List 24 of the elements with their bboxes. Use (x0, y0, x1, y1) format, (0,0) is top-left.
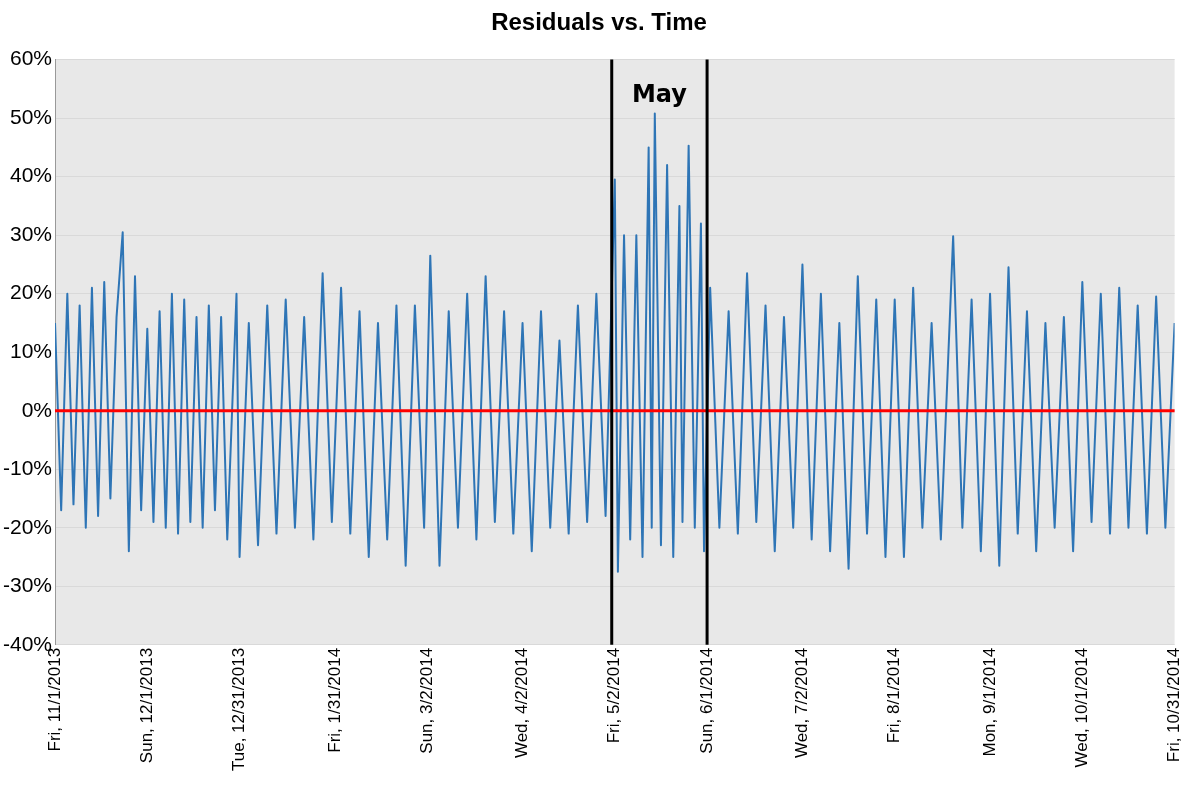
x-tick-label: Wed, 4/2/2014 (512, 647, 532, 759)
y-tick-label: 0% (21, 397, 53, 421)
y-tick-label: 60% (9, 46, 53, 70)
y-tick-label: -30% (2, 573, 53, 597)
y-tick-label: 10% (9, 339, 53, 362)
x-tick-label: Sun, 6/1/2014 (696, 647, 716, 754)
x-tick-label: Sun, 12/1/2013 (136, 647, 156, 764)
y-tick-label: -20% (2, 514, 53, 538)
x-tick-label: Fri, 5/2/2014 (604, 647, 624, 744)
y-tick-label: 30% (9, 221, 53, 245)
x-tick-label: Tue, 12/31/2013 (229, 647, 249, 772)
y-tick-label: 40% (9, 163, 53, 187)
y-tick-label: 50% (9, 104, 53, 128)
x-tick-label: Fri, 1/31/2014 (324, 647, 344, 753)
y-tick-label: 20% (9, 280, 53, 304)
chart-title: Residuals vs. Time (490, 7, 708, 37)
x-tick-label: Wed, 7/2/2014 (792, 647, 812, 759)
x-tick-label: Mon, 9/1/2014 (979, 647, 999, 757)
y-tick-label: -10% (2, 456, 53, 480)
x-tick-label: Wed, 10/1/2014 (1072, 647, 1092, 768)
x-tick-label: Fri, 8/1/2014 (884, 647, 904, 744)
x-tick-label: Fri, 10/31/2014 (1164, 647, 1184, 763)
x-tick-label: Sun, 3/2/2014 (416, 647, 436, 754)
annotation: May (631, 79, 688, 108)
